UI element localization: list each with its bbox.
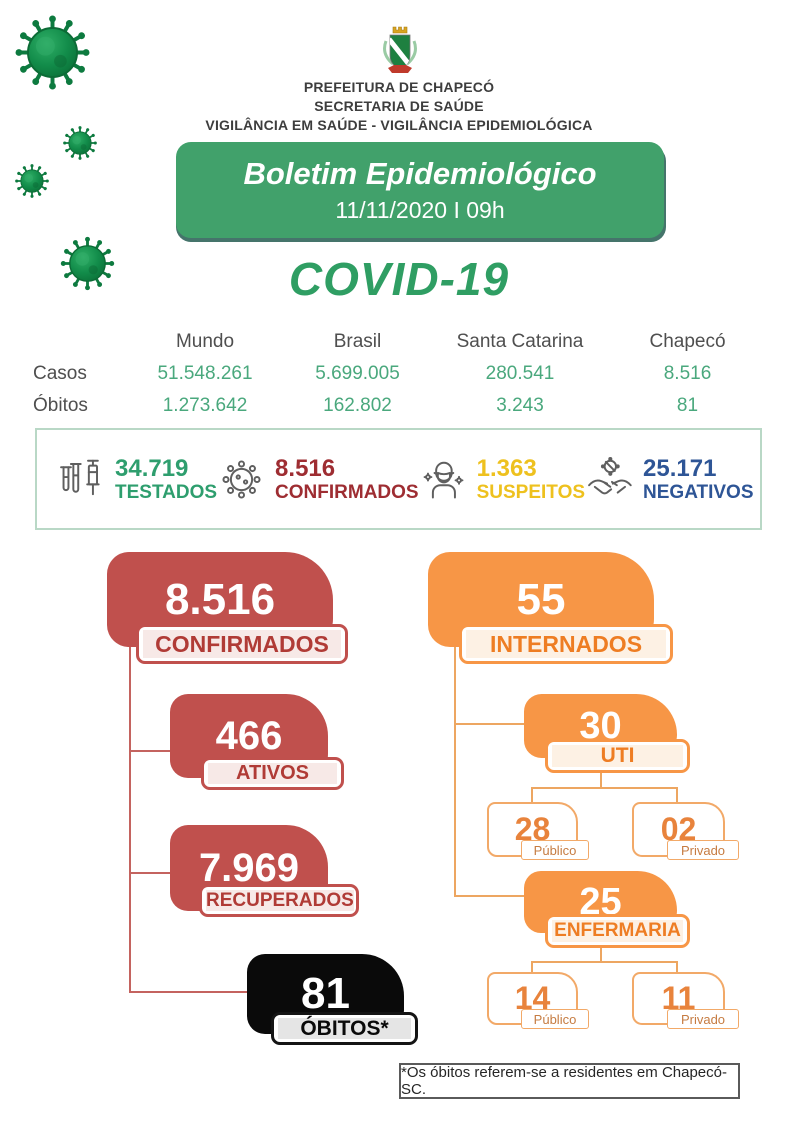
stat-value: 8.516 bbox=[275, 454, 336, 482]
table-cell: 162.802 bbox=[323, 395, 392, 416]
stat-negative: 25.171 NEGATIVOS bbox=[585, 455, 754, 504]
icu-private-label: Privado bbox=[667, 840, 739, 860]
connector bbox=[129, 872, 170, 874]
stat-value: 1.363 bbox=[476, 454, 537, 482]
stat-label: CONFIRMADOS bbox=[275, 481, 419, 503]
hospitalized-total-label: INTERNADOS bbox=[466, 630, 666, 658]
table-row-label-obitos: Óbitos bbox=[33, 395, 88, 416]
org-division: VIGILÂNCIA EM SAÚDE - VIGILÂNCIA EPIDEMI… bbox=[205, 117, 593, 133]
cases-table: Mundo Brasil Santa Catarina Chapecó Caso… bbox=[25, 331, 777, 417]
masked-person-icon bbox=[423, 461, 464, 498]
stat-value: 34.719 bbox=[115, 454, 189, 482]
bulletin-title: Boletim Epidemiológico bbox=[243, 156, 597, 191]
coat-of-arms-icon bbox=[383, 26, 417, 73]
stat-value: 25.171 bbox=[643, 454, 717, 482]
footnote-box: *Os óbitos referem-se a residentes em Ch… bbox=[399, 1063, 740, 1099]
table-col-header-chapeco: Chapecó bbox=[649, 331, 726, 352]
ward-public-label: Público bbox=[521, 1009, 589, 1029]
stat-label: SUSPEITOS bbox=[476, 481, 586, 503]
connector bbox=[531, 961, 677, 963]
handshake-no-virus-icon bbox=[588, 456, 632, 494]
org-department: SECRETARIA DE SAÚDE bbox=[314, 98, 484, 114]
table-row-label-casos: Casos bbox=[33, 363, 87, 384]
virus-icon bbox=[222, 459, 261, 499]
stat-suspected: 1.363 SUSPEITOS bbox=[419, 455, 585, 504]
icu-public-label: Público bbox=[521, 840, 589, 860]
connector bbox=[454, 645, 456, 897]
connector bbox=[531, 961, 533, 973]
connector bbox=[531, 787, 533, 803]
table-cell: 1.273.642 bbox=[162, 395, 248, 416]
connector bbox=[600, 771, 602, 788]
connector bbox=[531, 787, 677, 789]
table-col-header-mundo: Mundo bbox=[175, 331, 235, 352]
stat-label: TESTADOS bbox=[115, 481, 218, 503]
test-tubes-syringe-icon bbox=[60, 459, 100, 495]
connector bbox=[454, 723, 525, 725]
ward-label: ENFERMARIA bbox=[552, 920, 683, 942]
org-header: PREFEITURA DE CHAPECÓ SECRETARIA DE SAÚD… bbox=[0, 78, 798, 135]
table-cell: 5.699.005 bbox=[315, 363, 400, 384]
icu-label: UTI bbox=[552, 744, 683, 767]
stat-tested: 34.719 TESTADOS bbox=[57, 455, 217, 504]
connector bbox=[129, 991, 247, 993]
table-cell: 3.243 bbox=[496, 395, 544, 416]
connector bbox=[129, 645, 131, 993]
page-title: COVID-19 bbox=[288, 253, 510, 305]
table-cell: 280.541 bbox=[485, 363, 555, 384]
stat-confirmed: 8.516 CONFIRMADOS bbox=[217, 455, 419, 504]
org-name: PREFEITURA DE CHAPECÓ bbox=[303, 79, 495, 95]
connector bbox=[129, 750, 170, 752]
summary-stats-box: 34.719 TESTADOS 8.516 CONFIRMADOS bbox=[35, 428, 762, 530]
stat-label: NEGATIVOS bbox=[643, 481, 754, 503]
bulletin-banner: Boletim Epidemiológico 11/11/2020 I 09h bbox=[176, 142, 664, 238]
table-col-header-santa-catarina: Santa Catarina bbox=[456, 331, 584, 352]
table-cell: 8.516 bbox=[663, 363, 712, 384]
deaths-label: ÓBITOS* bbox=[278, 1017, 411, 1040]
table-corner bbox=[25, 331, 120, 353]
connector bbox=[600, 946, 602, 962]
ward-private-label: Privado bbox=[667, 1009, 739, 1029]
table-cell: 51.548.261 bbox=[157, 363, 253, 384]
active-cases-label: ATIVOS bbox=[208, 762, 337, 784]
confirmed-total-label: CONFIRMADOS bbox=[143, 630, 341, 658]
connector bbox=[676, 961, 678, 973]
connector bbox=[454, 895, 525, 897]
recovered-cases-label: RECUPERADOS bbox=[206, 889, 354, 911]
table-col-header-brasil: Brasil bbox=[333, 331, 382, 352]
connector bbox=[676, 787, 678, 803]
table-cell: 81 bbox=[676, 395, 699, 416]
bulletin-datetime: 11/11/2020 I 09h bbox=[335, 197, 505, 223]
